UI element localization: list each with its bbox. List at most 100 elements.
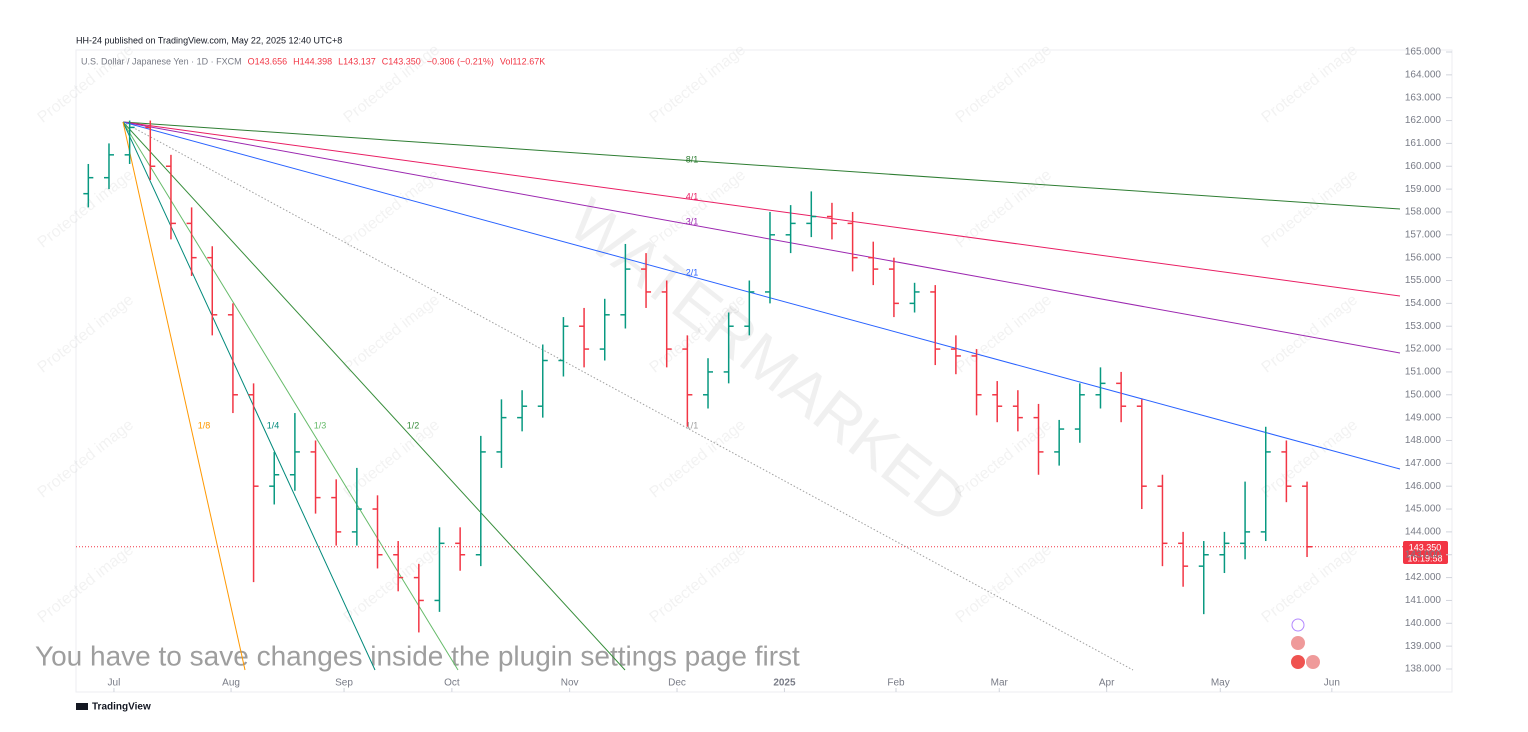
legend-value: Vol112.67K [500, 56, 545, 66]
y-tick-label: 164.000 [1405, 69, 1442, 80]
y-tick-label: 156.000 [1405, 252, 1442, 263]
protected-text: Protected image [953, 41, 1055, 126]
protected-text: Protected image [953, 541, 1055, 626]
protected-text: Protected image [1259, 41, 1361, 126]
y-tick-label: 159.000 [1405, 184, 1442, 195]
protected-text: Protected image [1259, 166, 1361, 251]
fan-line [122, 121, 626, 671]
x-tick-label: Jul [108, 678, 121, 689]
x-tick-label: Sep [335, 678, 353, 689]
fan-line [122, 121, 1401, 297]
fan-line [122, 121, 246, 671]
protected-text: Protected image [35, 541, 137, 626]
x-tick-label: Dec [668, 678, 686, 689]
legend-value: −0.306 (−0.21%) [427, 56, 494, 66]
fan-line [122, 121, 1401, 354]
fan-label: 1/4 [267, 420, 280, 430]
protected-text: Protected image [341, 166, 443, 251]
x-tick-label: Nov [561, 678, 579, 689]
legend-value: H144.398 [293, 56, 332, 66]
y-tick-label: 141.000 [1405, 595, 1442, 606]
x-tick-label: 2025 [773, 678, 796, 689]
symbol: U.S. Dollar / Japanese Yen · 1D · FXCM [81, 56, 242, 66]
legend-value: O143.656 [248, 56, 288, 66]
fan-label: 1/8 [198, 420, 211, 430]
last-price: 143.350 [1409, 542, 1442, 552]
fan-line [122, 121, 1134, 671]
x-tick-label: Jun [1324, 678, 1340, 689]
y-tick-label: 138.000 [1405, 664, 1442, 675]
y-tick-label: 144.000 [1405, 527, 1442, 538]
y-tick-label: 154.000 [1405, 298, 1442, 309]
fan-label: 8/1 [686, 154, 699, 164]
legend-value: L143.137 [338, 56, 376, 66]
legend-value: C143.350 [382, 56, 421, 66]
y-tick-label: 161.000 [1405, 138, 1442, 149]
notice: You have to save changes inside the plug… [35, 640, 800, 671]
fan-line [122, 121, 376, 671]
y-tick-label: 165.000 [1405, 47, 1442, 58]
fan-label: 1/3 [314, 420, 327, 430]
y-tick-label: 150.000 [1405, 389, 1442, 400]
y-tick-label: 143.000 [1405, 549, 1442, 560]
x-tick-label: May [1211, 678, 1230, 689]
protected-text: Protected image [341, 291, 443, 376]
protected-text: Protected image [341, 541, 443, 626]
protected-text: Protected image [341, 416, 443, 501]
protected-text: Protected image [35, 291, 137, 376]
y-tick-label: 155.000 [1405, 275, 1442, 286]
y-tick-label: 160.000 [1405, 161, 1442, 172]
protected-text: Protected image [647, 541, 749, 626]
y-tick-label: 153.000 [1405, 321, 1442, 332]
x-tick-label: Apr [1099, 678, 1115, 689]
protected-text: Protected image [953, 291, 1055, 376]
x-tick-label: Feb [887, 678, 905, 689]
price-tag [1403, 541, 1448, 564]
x-tick-label: Aug [222, 678, 240, 689]
fan-label: 1/2 [407, 420, 420, 430]
x-tick-label: Oct [444, 678, 460, 689]
y-tick-label: 145.000 [1405, 504, 1442, 515]
y-tick-label: 157.000 [1405, 229, 1442, 240]
protected-text: Protected image [647, 41, 749, 126]
y-tick-label: 146.000 [1405, 481, 1442, 492]
header: HH-24 published on TradingView.com, May … [76, 35, 342, 45]
fan-label: 3/1 [686, 216, 699, 226]
icons [1291, 618, 1320, 669]
y-tick-label: 140.000 [1405, 618, 1442, 629]
y-tick-label: 151.000 [1405, 367, 1442, 378]
protected-text: Protected image [1259, 541, 1361, 626]
protected-text: Protected image [341, 41, 443, 126]
y-tick-label: 158.000 [1405, 207, 1442, 218]
y-tick-label: 162.000 [1405, 115, 1442, 126]
y-tick-label: 163.000 [1405, 92, 1442, 103]
fan-label: 1/1 [686, 420, 699, 430]
y-tick-label: 148.000 [1405, 435, 1442, 446]
fan-label: 2/1 [686, 267, 699, 277]
fan-label: 4/1 [686, 191, 699, 201]
plot-frame [75, 49, 1453, 693]
protected-text: Protected image [1259, 416, 1361, 501]
fan-line [122, 121, 1401, 210]
protected-text: Protected image [1259, 291, 1361, 376]
icon [1291, 618, 1305, 632]
brand-logo [76, 703, 88, 710]
y-tick-label: 152.000 [1405, 344, 1442, 355]
icon [1306, 655, 1320, 669]
y-tick-label: 149.000 [1405, 412, 1442, 423]
y-tick-label: 147.000 [1405, 458, 1442, 469]
protected-text: Protected image [35, 166, 137, 251]
protected-text: Protected image [35, 416, 137, 501]
y-tick-label: 142.000 [1405, 572, 1442, 583]
fan-line [122, 121, 1401, 470]
countdown: 16:19:58 [1407, 553, 1442, 563]
icon [1291, 636, 1305, 650]
x-tick-label: Mar [991, 678, 1009, 689]
fan-line [122, 121, 459, 671]
protected-text: Protected image [35, 41, 137, 126]
icon [1291, 655, 1305, 669]
y-tick-label: 139.000 [1405, 641, 1442, 652]
brand: TradingView [92, 702, 151, 713]
